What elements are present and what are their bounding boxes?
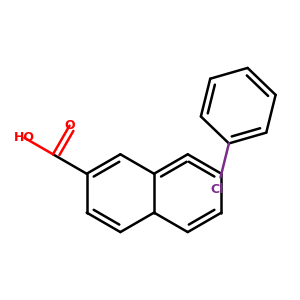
Text: HO: HO xyxy=(14,131,35,144)
Text: O: O xyxy=(64,119,75,132)
Text: Cl: Cl xyxy=(211,184,224,196)
